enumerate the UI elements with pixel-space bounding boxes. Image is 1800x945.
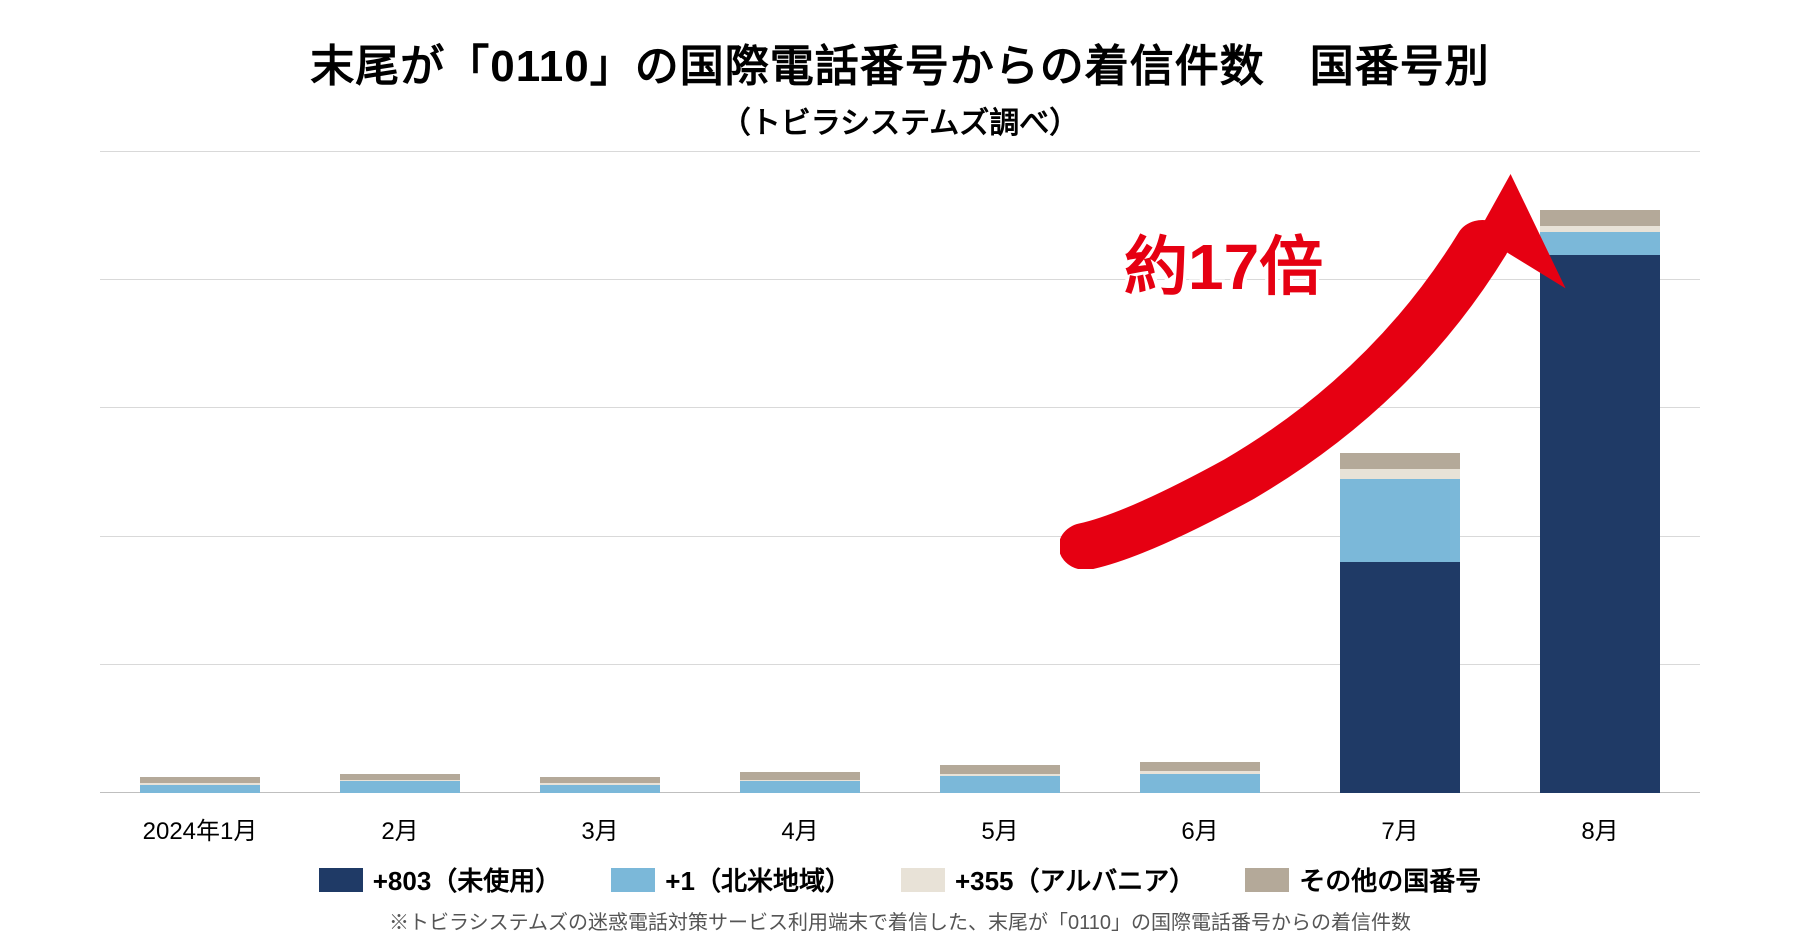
bar-segment-s1 (1140, 774, 1260, 793)
bar-slot (1300, 152, 1500, 793)
bar (1540, 152, 1660, 793)
legend-item: +803（未使用） (319, 861, 562, 898)
bar-segment-s1 (740, 781, 860, 793)
legend-item: その他の国番号 (1245, 861, 1481, 898)
plot: 約17倍 (100, 152, 1700, 793)
x-axis-label: 6月 (1100, 793, 1300, 853)
bar-segment-s1 (140, 785, 260, 793)
bar-slot (900, 152, 1100, 793)
bar-segment-s355 (1340, 469, 1460, 479)
x-axis-label: 8月 (1500, 793, 1700, 853)
legend: +803（未使用） +1（北米地域） +355（アルバニア） その他の国番号 (60, 861, 1740, 898)
x-axis-label: 7月 (1300, 793, 1500, 853)
growth-callout: 約17倍 (1124, 216, 1323, 308)
legend-label: その他の国番号 (1299, 861, 1481, 898)
x-axis-label: 2024年1月 (100, 793, 300, 853)
bar-segment-other (740, 772, 860, 780)
bar-segment-other (1140, 762, 1260, 772)
chart-subtitle: （トビラシステムズ調べ） (60, 98, 1740, 142)
legend-item: +1（北米地域） (611, 861, 851, 898)
legend-swatch (1245, 868, 1289, 892)
bar-segment-other (940, 765, 1060, 774)
footnote: ※トビラシステムズの迷惑電話対策サービス利用端末で着信した、末尾が「0110」の… (60, 906, 1740, 935)
legend-label: +355（アルバニア） (955, 861, 1195, 898)
bar-segment-other (1340, 453, 1460, 469)
plot-area: 約17倍 2024年1月2月3月4月5月6月7月8月 (100, 152, 1700, 853)
bar-slot (100, 152, 300, 793)
x-axis-labels: 2024年1月2月3月4月5月6月7月8月 (100, 793, 1700, 853)
bar-slot (700, 152, 900, 793)
bar (1340, 152, 1460, 793)
bar-segment-other (1540, 210, 1660, 226)
bar-segment-s803 (1340, 562, 1460, 793)
legend-label: +803（未使用） (373, 861, 562, 898)
x-axis-label: 3月 (500, 793, 700, 853)
legend-swatch (901, 868, 945, 892)
bars (100, 152, 1700, 793)
bar (940, 152, 1060, 793)
bar-segment-s1 (1540, 232, 1660, 254)
legend-swatch (319, 868, 363, 892)
bar (140, 152, 260, 793)
legend-item: +355（アルバニア） (901, 861, 1195, 898)
bar (340, 152, 460, 793)
bar-segment-s1 (940, 776, 1060, 793)
bar-segment-s803 (1540, 255, 1660, 793)
bar (540, 152, 660, 793)
x-axis-label: 5月 (900, 793, 1100, 853)
chart-title: 末尾が「0110」の国際電話番号からの着信件数 国番号別 (60, 30, 1740, 94)
x-axis-label: 2月 (300, 793, 500, 853)
x-axis-label: 4月 (700, 793, 900, 853)
bar-slot (300, 152, 500, 793)
bar-segment-s1 (340, 781, 460, 793)
chart-container: 末尾が「0110」の国際電話番号からの着信件数 国番号別 （トビラシステムズ調べ… (0, 0, 1800, 945)
bar-segment-s1 (1340, 479, 1460, 562)
legend-swatch (611, 868, 655, 892)
bar-slot (1500, 152, 1700, 793)
bar (740, 152, 860, 793)
legend-label: +1（北米地域） (665, 861, 851, 898)
bar-segment-s1 (540, 785, 660, 793)
bar-slot (500, 152, 700, 793)
